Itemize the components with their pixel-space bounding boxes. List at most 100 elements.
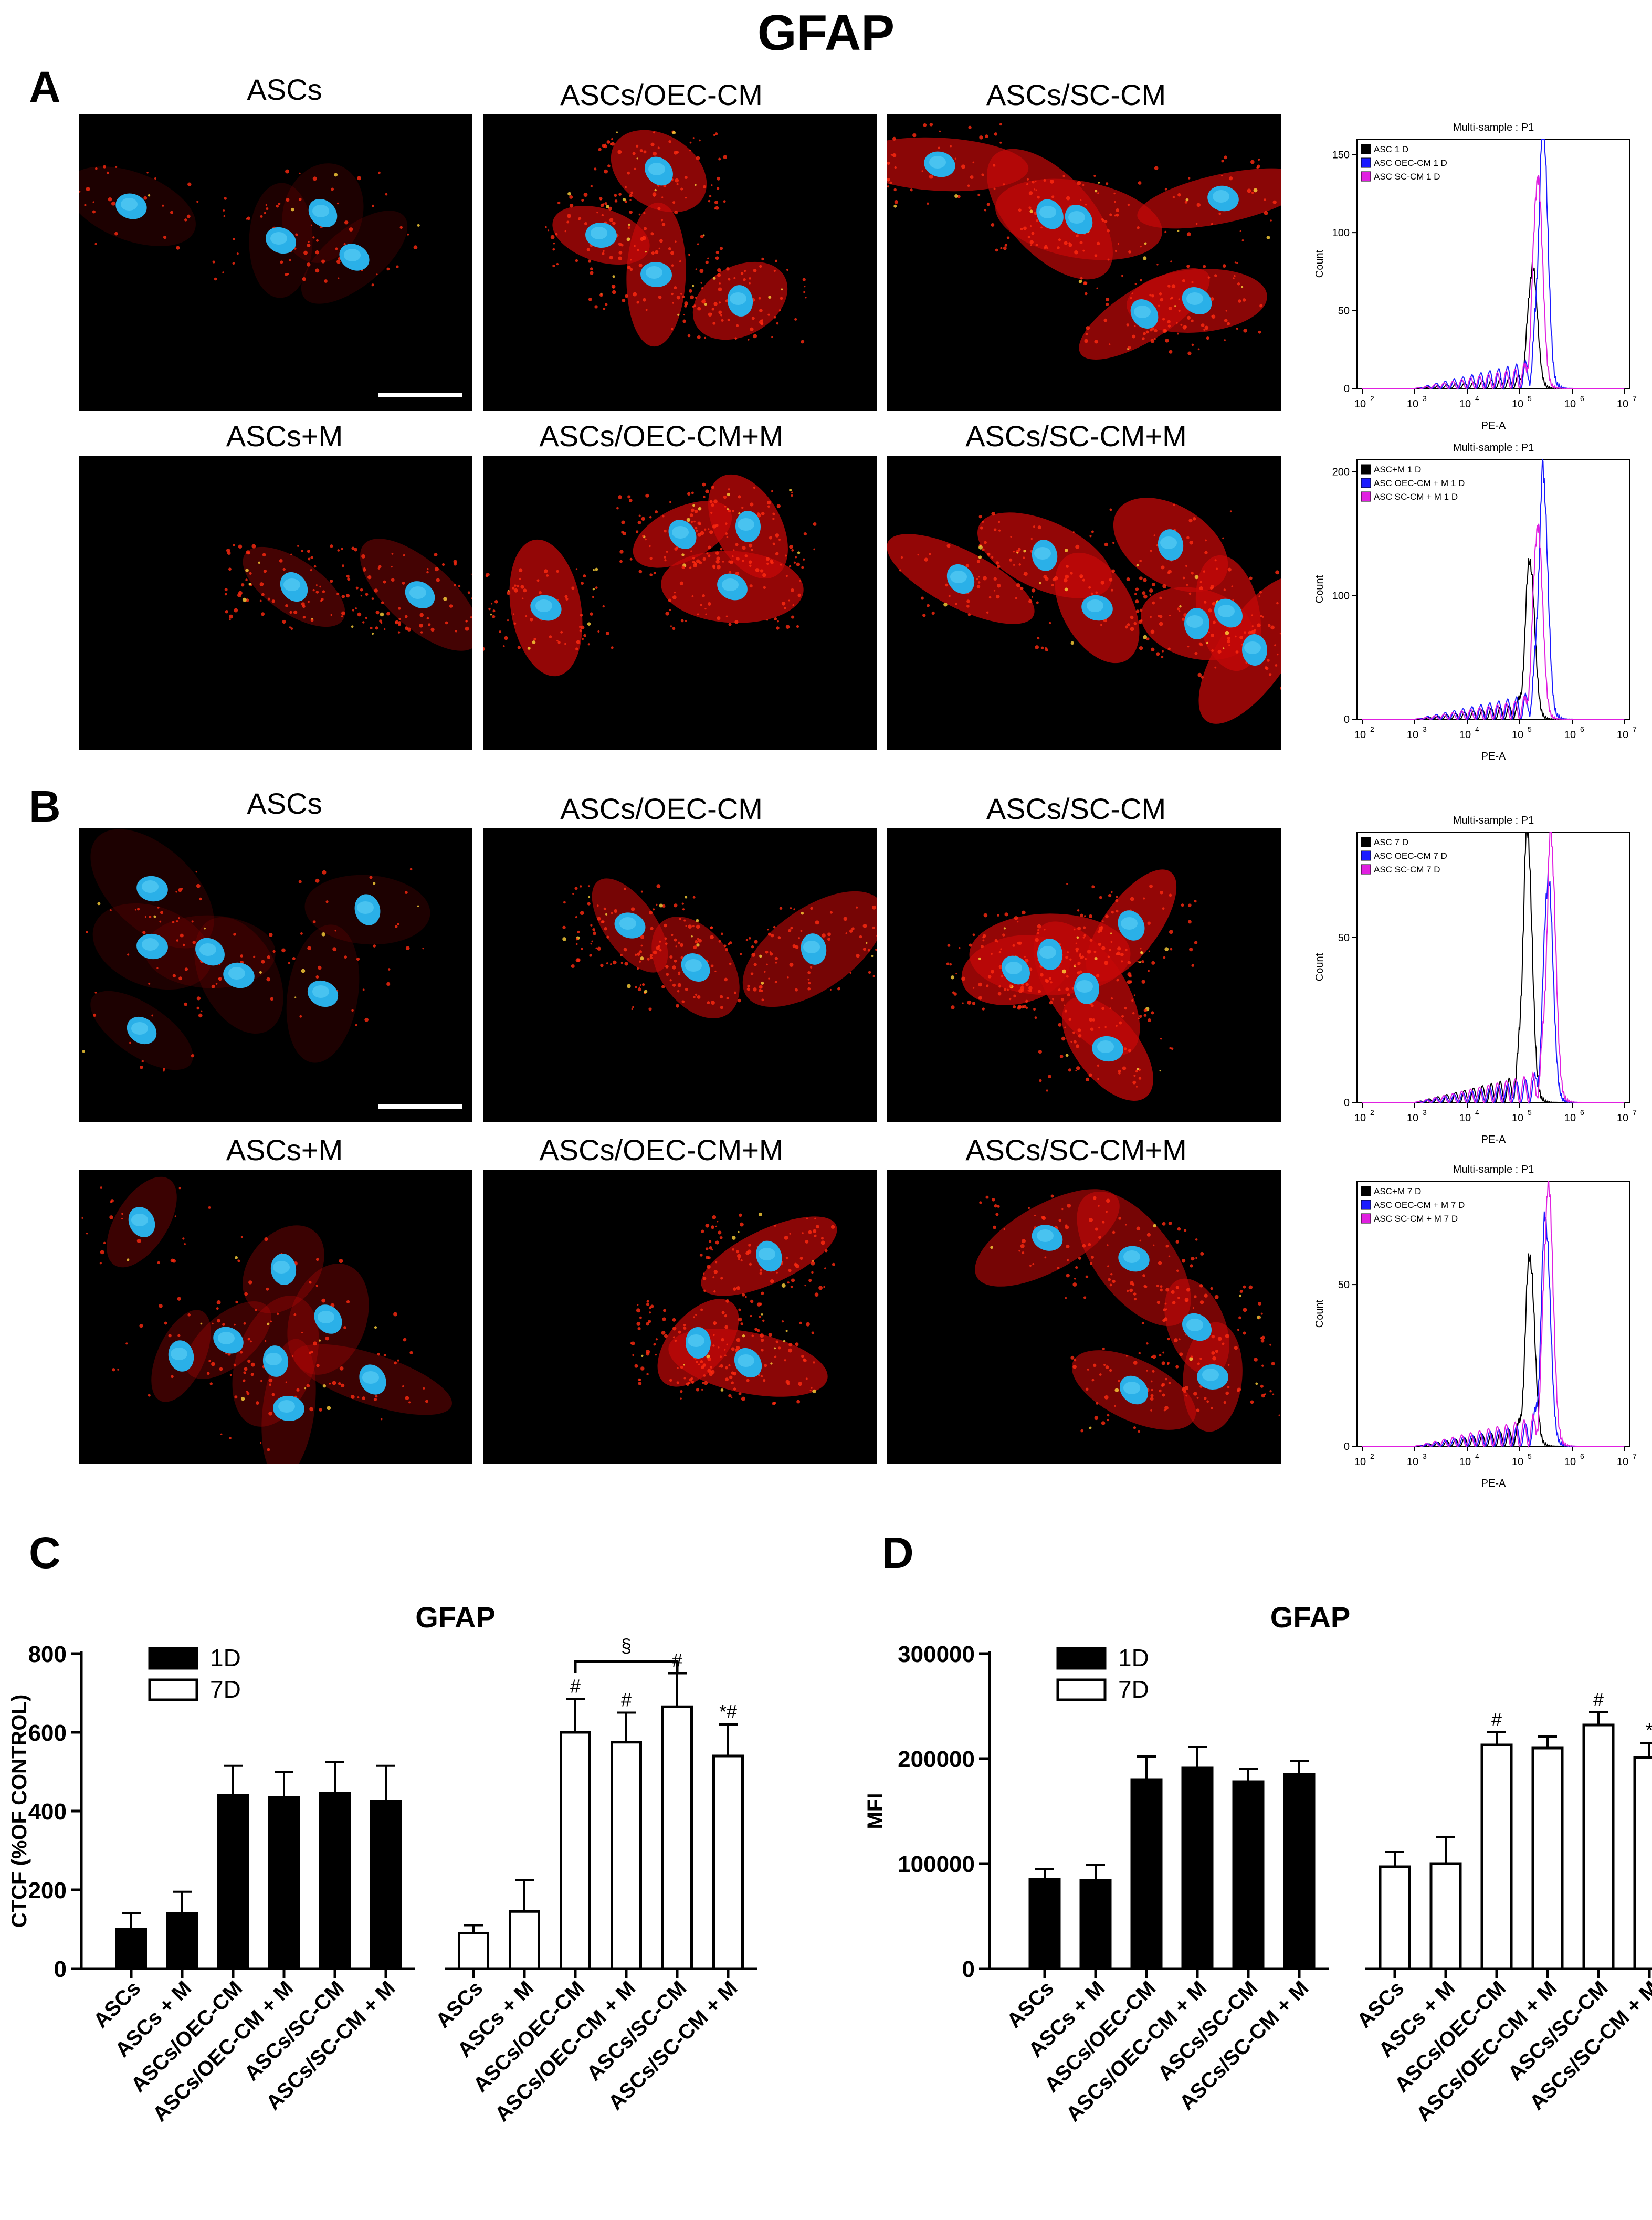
error-bar [1385,1851,1404,1867]
chart-title: GFAP [415,1601,495,1634]
figure-title: GFAP [757,5,895,61]
legend-label: 7D [210,1676,241,1703]
scale-bar [378,393,462,397]
x-tick-label: 10 [1512,1456,1523,1468]
error-bar [1589,1711,1608,1725]
bracket-label: § [621,1635,632,1656]
error-bar [1436,1836,1455,1864]
legend-swatch-1D [1056,1647,1107,1670]
micro-label-b-ascs: ASCs [247,787,322,820]
x-tick-label: 10 [1407,729,1418,741]
panel-letter-c: C [29,1528,61,1577]
legend-label: 7D [1118,1676,1149,1703]
x-tick-exponent: 5 [1528,725,1532,733]
error-bar [1538,1735,1557,1748]
bar-chart-ctcf: GFAP 0 200 400 600 800 CTCF (%OF CONTROL) 1D 7D A… [0,1570,850,2217]
legend-label: ASC+M 7 D [1374,1186,1421,1196]
x-tick-exponent: 7 [1633,1108,1637,1117]
micrograph-a-ascs-image [79,163,462,397]
micrograph-a-oec-m-image [483,474,817,677]
x-axis-label: PE-A [1481,1478,1506,1489]
error-bar [173,1890,192,1913]
x-tick-exponent: 2 [1370,1452,1374,1460]
micro-label-b-sc: ASCs/SC-CM [986,792,1166,825]
error-bar [1086,1864,1105,1880]
flow-histogram-2: Multi-sample : P1 ASC+M 1 D ASC OEC-CM + M… [1307,438,1643,769]
micrograph-b-sc [887,828,1281,1122]
bar-7D-1 [1429,1862,1462,1970]
error-bar [668,1672,687,1707]
significance-mark: # [1491,1709,1502,1730]
x-tick-exponent: 3 [1423,1108,1427,1117]
micrograph-b-ascs [79,828,472,1122]
histogram-series-2 [1362,1181,1625,1448]
y-tick-label: 300000 [898,1642,975,1667]
micrograph-b-oec-image [562,878,877,1018]
x-tick-exponent: 4 [1475,1108,1479,1117]
histogram-series-2 [1362,832,1625,1104]
legend-swatch-7D [148,1678,198,1701]
micro-label-a-sc: ASCs/SC-CM [986,78,1166,111]
legend-swatch-1D [148,1647,198,1670]
histogram-title: Multi-sample : P1 [1453,1164,1534,1175]
micro-label-a-oec: ASCs/OEC-CM [560,78,763,111]
legend-label: ASC SC-CM 7 D [1374,865,1440,875]
x-tick-label: 10 [1354,729,1366,741]
x-tick-label: 10 [1407,398,1418,410]
micrograph-a-sc-m [887,456,1281,750]
error-bar [1035,1868,1054,1879]
x-axis-label: PE-A [1481,420,1506,432]
significance-bracket [574,1660,679,1673]
y-tick-label: 100 [1332,590,1350,602]
micrograph-a-ascs [79,114,472,411]
y-tick-label: 0 [1344,383,1350,395]
micrograph-b-oec-m-image [630,1212,837,1405]
micrograph-a-sc [887,114,1281,411]
histogram-title: Multi-sample : P1 [1453,442,1534,454]
x-tick-label: 10 [1354,1456,1366,1468]
bar-1D-2 [1130,1778,1163,1970]
micro-label-a-oec-m: ASCs/OEC-CM+M [539,419,784,453]
panel-letter-a: A [29,62,61,112]
micro-label-a-sc-m: ASCs/SC-CM+M [965,419,1187,453]
error-bar [719,1723,738,1756]
micro-label-a-ascs-m: ASCs+M [226,419,343,453]
error-bar [275,1771,293,1797]
bar-1D-1 [166,1912,198,1970]
x-tick-exponent: 2 [1370,394,1374,403]
x-tick-exponent: 6 [1580,1108,1584,1117]
legend-label: ASC SC-CM 1 D [1374,172,1440,182]
legend-swatch [1361,144,1371,154]
error-bar [515,1879,534,1912]
legend-label: ASC 7 D [1374,837,1408,847]
micro-label-a-ascs: ASCs [247,73,322,106]
x-tick-exponent: 3 [1423,725,1427,733]
legend-label: ASC OEC-CM + M 7 D [1374,1200,1465,1210]
x-tick-label: 10 [1564,1112,1576,1124]
y-axis-label: Count [1314,953,1325,981]
micro-label-b-sc-m: ASCs/SC-CM+M [965,1133,1187,1166]
legend-swatch [1361,1200,1371,1210]
legend-label: ASC OEC-CM 7 D [1374,851,1447,861]
legend-swatch-7D [1056,1678,1107,1701]
y-tick-label: 200 [1332,467,1350,478]
x-tick-label: 10 [1407,1456,1418,1468]
x-tick-label: 10 [1459,729,1471,741]
bar-chart-mfi: GFAP 0 100000 200000 300000 MFI 1D 7D ASCs ASCs +… [850,1570,1652,2217]
x-tick-label: 10 [1459,1456,1471,1468]
histogram-title: Multi-sample : P1 [1453,815,1534,826]
micrograph-a-sc-m-image [887,498,1281,724]
bar-7D-5 [1633,1756,1652,1970]
flow-histogram-1: Multi-sample : P1 ASC 1 D ASC OEC-CM 1 D AS… [1307,118,1643,438]
micrograph-a-ascs-m-image [224,539,472,651]
legend-label: ASC 1 D [1374,144,1408,154]
bar-7D-0 [1379,1865,1411,1970]
x-tick-label: 10 [1564,398,1576,410]
x-axis-label: PE-A [1481,1134,1506,1145]
error-bar [1640,1742,1652,1758]
x-tick-label: 10 [1407,1112,1418,1124]
x-tick-label: 10 [1512,1112,1523,1124]
x-tick-exponent: 7 [1633,1452,1637,1460]
bar-7D-4 [661,1705,693,1970]
error-bar [617,1711,636,1742]
